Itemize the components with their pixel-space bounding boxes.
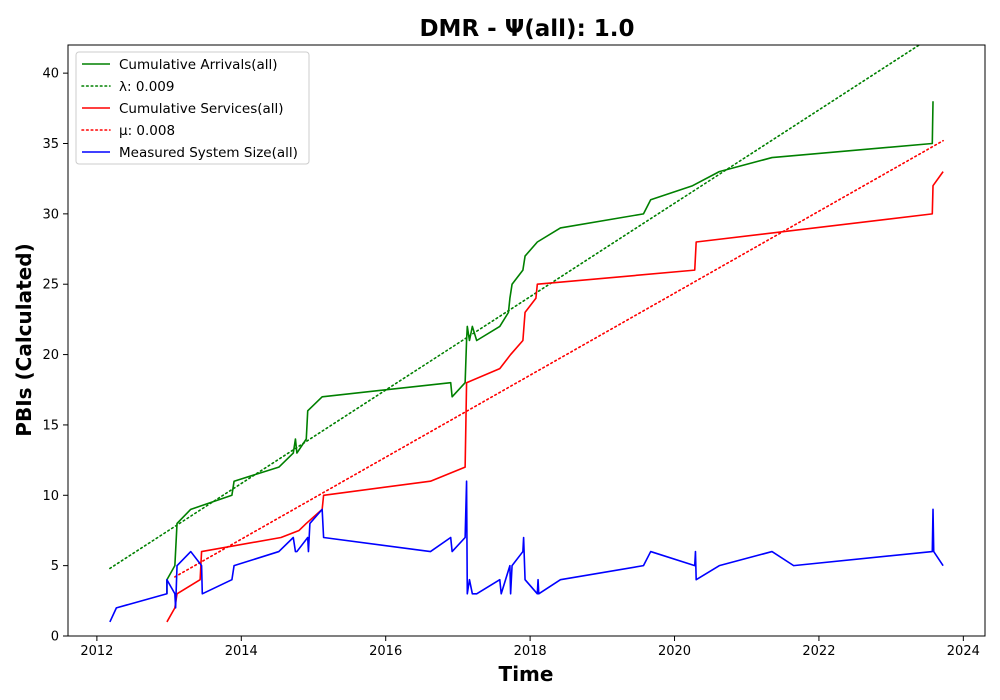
y-tick-label: 5 [51, 559, 59, 574]
series-layer [109, 45, 944, 623]
legend-label-5: Measured System Size(all) [119, 145, 298, 161]
x-tick-label: 2018 [514, 644, 547, 659]
x-tick-label: 2014 [225, 644, 258, 659]
y-tick-label: 25 [42, 278, 59, 293]
y-tick-label: 10 [42, 489, 59, 504]
legend-label-4: μ: 0.008 [119, 123, 175, 139]
axes-layer: 2012 2014 2016 2018 2020 2022 2024 0 5 10 15 20 25 30… [42, 44, 986, 659]
x-tick-label: 2024 [947, 644, 980, 659]
y-tick-label: 0 [51, 630, 59, 645]
series-line-2 [109, 45, 921, 570]
x-tick-label: 2012 [80, 644, 113, 659]
x-tick-label: 2020 [658, 644, 691, 659]
legend-label-1: Cumulative Arrivals(all) [119, 57, 278, 73]
y-tick-label: 20 [42, 348, 59, 363]
series-line-1 [166, 101, 934, 594]
y-tick-label: 15 [42, 418, 59, 433]
x-axis-label: Time [499, 662, 554, 686]
legend-label-3: Cumulative Services(all) [119, 101, 284, 117]
y-tick-label: 30 [42, 207, 59, 222]
legend-label-2: λ: 0.009 [119, 79, 174, 95]
series-line-4 [174, 139, 944, 578]
y-tick-label: 40 [42, 67, 59, 82]
series-line-5 [109, 480, 944, 623]
y-tick-label: 35 [42, 137, 59, 152]
legend: Cumulative Arrivals(all) λ: 0.009 Cumulati… [75, 51, 310, 165]
chart-title: DMR - Ψ(all): 1.0 [419, 16, 634, 42]
x-tick-label: 2022 [802, 644, 835, 659]
series-line-3 [166, 171, 944, 623]
y-axis-label: PBIs (Calculated) [12, 243, 36, 436]
axes-frame [67, 44, 986, 637]
x-tick-label: 2016 [369, 644, 402, 659]
legend-box [75, 51, 310, 165]
